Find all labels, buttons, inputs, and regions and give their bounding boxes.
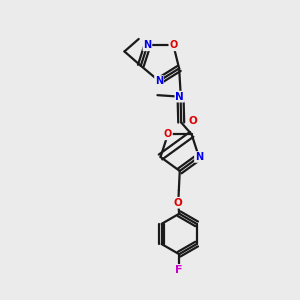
Text: N: N: [176, 92, 184, 102]
Text: N: N: [155, 76, 163, 86]
Text: O: O: [174, 198, 183, 208]
Text: F: F: [176, 265, 183, 275]
Text: O: O: [164, 129, 172, 140]
Text: N: N: [143, 40, 152, 50]
Text: O: O: [169, 40, 178, 50]
Text: N: N: [195, 152, 203, 162]
Text: O: O: [188, 116, 197, 126]
